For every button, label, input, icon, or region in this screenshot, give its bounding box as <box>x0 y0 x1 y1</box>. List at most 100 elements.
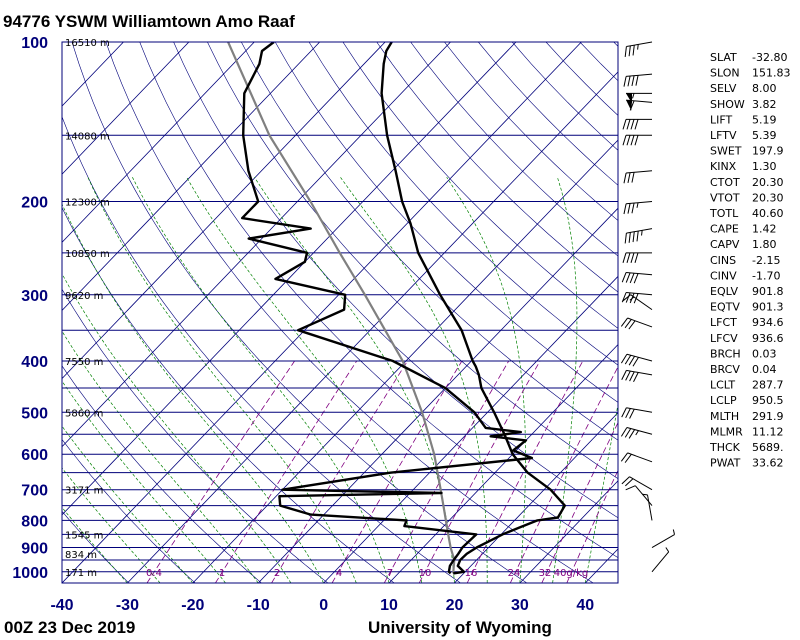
stability-indices: SLAT -32.80 SLON 151.83 SELV 8.00 SHOW 3.82 LIFT… <box>709 51 791 470</box>
wind-barb <box>622 252 652 263</box>
isotherm-line <box>62 42 386 380</box>
index-value: 1.42 <box>752 223 777 236</box>
height-label: 7550 m <box>65 357 103 368</box>
mixing-ratio-line <box>509 366 618 583</box>
isotherm-line <box>62 42 451 448</box>
isotherm-line <box>257 207 618 583</box>
isotherm-line <box>388 343 618 583</box>
pressure-tick-label: 600 <box>21 447 48 464</box>
dewpoint-trace <box>240 42 534 575</box>
isotherm-line <box>62 42 255 243</box>
moist-adiabat-line <box>62 506 128 583</box>
temperature-trace <box>380 42 566 575</box>
index-value: 5689. <box>752 441 784 454</box>
footer-credit: University of Wyoming <box>368 618 552 637</box>
mixing-ratio-line <box>418 360 541 583</box>
temperature-tick-label: 20 <box>446 597 464 614</box>
index-name: LFCT <box>710 316 737 329</box>
moist-adiabat-line <box>552 177 578 583</box>
wind-barb <box>621 476 653 491</box>
wind-barb <box>624 228 653 244</box>
moist-adiabat-line <box>62 467 161 583</box>
index-value: 936.6 <box>752 332 784 345</box>
moist-adiabat-line <box>186 177 423 583</box>
index-value: 197.9 <box>752 145 784 158</box>
isotherm-line <box>192 139 618 583</box>
moist-adiabat-line <box>254 177 455 583</box>
height-label: 12300 m <box>65 197 110 208</box>
dry-adiabat-line <box>62 206 395 583</box>
index-name: CINS <box>710 254 736 267</box>
wind-barb <box>621 369 653 383</box>
mixing-ratio-label: 24 <box>508 568 521 579</box>
mixing-ratio-label: 32 <box>539 568 552 579</box>
index-name: LFTV <box>710 129 737 142</box>
index-value: 291.9 <box>752 410 784 423</box>
index-value: 11.12 <box>752 425 784 438</box>
moist-adiabat-line <box>132 177 390 583</box>
height-label: 171 m <box>65 568 97 579</box>
moist-adiabat-line <box>62 273 292 583</box>
dry-adiabat-line <box>62 288 329 583</box>
index-name: CINV <box>710 269 737 282</box>
index-name: PWAT <box>710 457 741 470</box>
dry-adiabat-line <box>410 42 618 257</box>
mixing-ratio-label: 40g/kg <box>554 568 589 579</box>
chart-title: 94776 YSWM Williamtown Amo Raaf <box>3 12 295 31</box>
index-name: SLON <box>710 67 740 80</box>
mixing-ratio-label: 0.4 <box>146 568 162 579</box>
isotherm-line <box>62 42 321 312</box>
index-name: SHOW <box>710 98 745 111</box>
index-name: TOTL <box>709 207 739 220</box>
pressure-tick-label: 800 <box>21 513 48 530</box>
index-name: BRCH <box>710 347 741 360</box>
wind-barb <box>623 200 653 215</box>
dry-adiabat-line <box>105 42 594 583</box>
temperature-tick-label: -10 <box>247 597 270 614</box>
height-label: 834 m <box>65 550 97 561</box>
index-value: 33.62 <box>752 457 784 470</box>
footer-date: 00Z 23 Dec 2019 <box>4 618 135 637</box>
temperature-tick-label: -40 <box>50 597 73 614</box>
height-label: 5860 m <box>65 408 103 419</box>
wind-barb <box>621 407 653 419</box>
dry-adiabat-line <box>342 42 618 329</box>
index-name: CAPE <box>710 223 739 236</box>
dry-adiabat-line <box>62 365 262 583</box>
wind-barb <box>622 118 652 130</box>
index-value: 8.00 <box>752 82 777 95</box>
isotherm-line <box>519 480 618 583</box>
temperature-tick-label: -30 <box>116 597 139 614</box>
index-value: 1.30 <box>752 160 777 173</box>
index-name: LCLT <box>710 379 735 392</box>
mixing-ratio-line <box>331 360 463 583</box>
index-value: 151.83 <box>752 67 791 80</box>
dry-adiabat-line <box>274 42 618 403</box>
index-name: MLTH <box>710 410 739 423</box>
index-name: CTOT <box>710 176 740 189</box>
index-name: LCLP <box>710 394 737 407</box>
dry-adiabat-line <box>207 42 618 479</box>
temperature-tick-label: 0 <box>319 597 328 614</box>
index-value: 0.03 <box>752 347 777 360</box>
pressure-tick-label: 300 <box>21 288 48 305</box>
dry-adiabat-line <box>376 42 618 293</box>
height-label: 1545 m <box>65 530 103 541</box>
plot-labels: 16510 m 14080 m 12300 m 10850 m 9620 m 7550 m… <box>65 38 588 579</box>
index-name: SLAT <box>710 51 737 64</box>
index-name: VTOT <box>710 191 740 204</box>
mixing-ratio-line <box>146 360 295 583</box>
index-value: 950.5 <box>752 394 784 407</box>
index-name: LIFT <box>710 113 733 126</box>
background-grid <box>62 42 618 583</box>
index-name: SELV <box>710 82 737 95</box>
wind-barb <box>622 134 652 146</box>
temperature-tick-label: 10 <box>380 597 398 614</box>
wind-barbs <box>620 41 676 573</box>
moist-adiabat-line <box>62 380 226 583</box>
index-name: EQTV <box>710 301 740 314</box>
index-value: 40.60 <box>752 207 784 220</box>
index-value: -32.80 <box>752 51 787 64</box>
mixing-ratio-line <box>466 360 584 583</box>
